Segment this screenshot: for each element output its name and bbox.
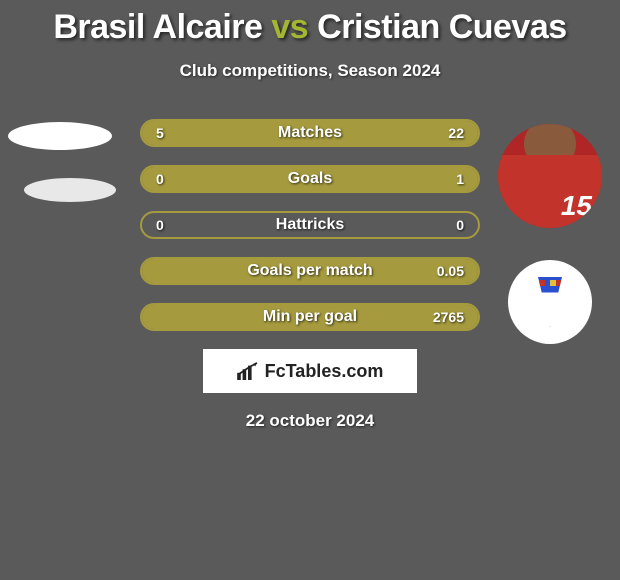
stat-metric-label: Hattricks [276, 216, 344, 234]
stat-metric-label: Goals [288, 170, 332, 188]
stat-row: 0 Goals 1 [140, 165, 480, 193]
club-pennant-icon [538, 277, 562, 327]
stat-row: 0 Hattricks 0 [140, 211, 480, 239]
stat-value-left: 5 [156, 125, 164, 141]
stat-value-left: 0 [156, 171, 164, 187]
player2-club-badge [508, 260, 592, 344]
subtitle: Club competitions, Season 2024 [0, 61, 620, 81]
stat-value-right: 1 [456, 171, 464, 187]
stat-metric-label: Goals per match [247, 262, 372, 280]
fctables-logo: FcTables.com [203, 349, 417, 393]
vs-label: vs [271, 8, 308, 46]
page-title: Brasil Alcaire vs Cristian Cuevas [0, 8, 620, 47]
date-label: 22 october 2024 [0, 411, 620, 431]
player1-name: Brasil Alcaire [53, 8, 262, 46]
stat-value-right: 0 [456, 217, 464, 233]
stat-metric-label: Matches [278, 124, 342, 142]
fctables-icon [237, 362, 259, 380]
stat-value-right: 22 [448, 125, 464, 141]
stat-fill-left [142, 121, 206, 145]
stat-row: Min per goal 2765 [140, 303, 480, 331]
player1-avatar-placeholder [8, 122, 112, 150]
stat-row: 5 Matches 22 [140, 119, 480, 147]
stat-value-right: 2765 [433, 309, 464, 325]
jersey-number: 15 [561, 190, 592, 222]
player2-avatar: 15 [498, 124, 602, 228]
player2-jersey: 15 [498, 155, 602, 228]
player1-club-placeholder [24, 178, 116, 202]
stat-row: Goals per match 0.05 [140, 257, 480, 285]
stat-value-left: 0 [156, 217, 164, 233]
stat-metric-label: Min per goal [263, 308, 357, 326]
stat-value-right: 0.05 [437, 263, 464, 279]
stats-panel: 5 Matches 22 0 Goals 1 0 Hattricks 0 Goals per ma… [140, 119, 480, 331]
player2-name: Cristian Cuevas [317, 8, 567, 46]
fctables-logo-text: FcTables.com [265, 361, 384, 382]
